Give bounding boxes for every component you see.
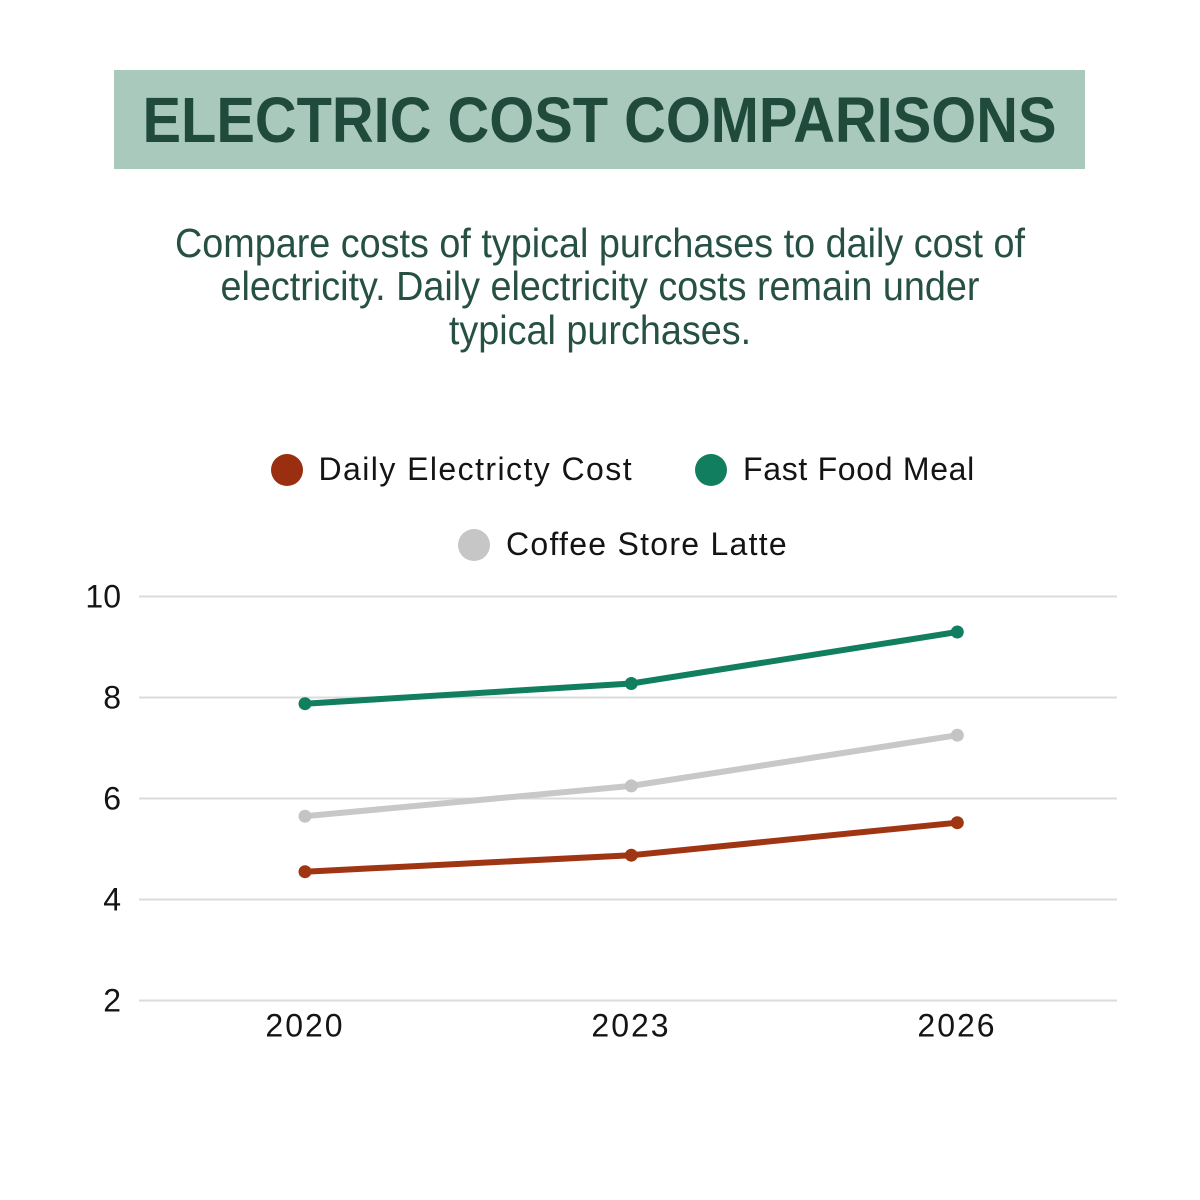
svg-text:4: 4 xyxy=(103,882,121,918)
svg-text:2026: 2026 xyxy=(917,1008,996,1044)
svg-text:10: 10 xyxy=(85,579,121,615)
svg-text:6: 6 xyxy=(103,781,121,817)
svg-text:8: 8 xyxy=(103,680,121,716)
svg-text:2023: 2023 xyxy=(591,1008,670,1044)
svg-text:2: 2 xyxy=(103,983,121,1019)
svg-text:2020: 2020 xyxy=(265,1008,344,1044)
